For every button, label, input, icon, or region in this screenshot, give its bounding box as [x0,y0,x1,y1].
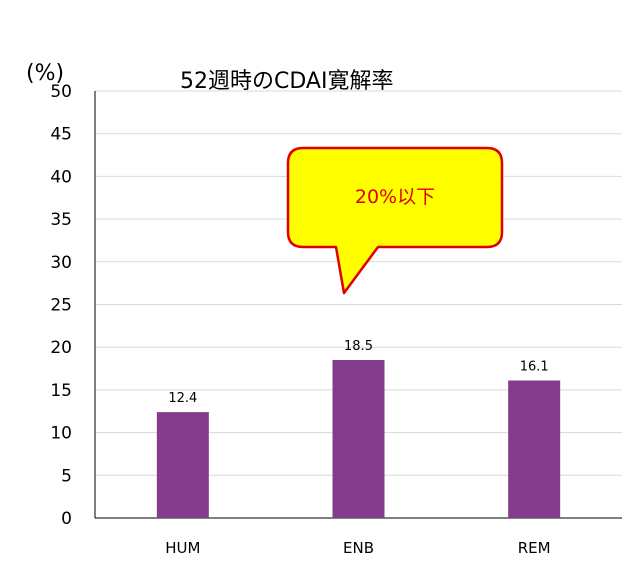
y-tick-label: 35 [50,210,72,230]
y-tick-label: 0 [61,509,72,529]
y-tick-label: 5 [61,466,72,486]
y-tick-label: 20 [50,338,72,358]
y-tick-label: 10 [50,424,72,444]
bars: 12.4 18.5 16.1 [156,339,561,518]
y-tick-label: 45 [50,125,72,145]
bar-enb [332,360,385,518]
callout: 20%以下 [286,146,504,295]
x-category-label: ENB [343,539,374,557]
data-label: 18.5 [344,339,373,354]
x-axis-categories: HUM ENB REM [165,539,550,557]
chart-title: 52週時のCDAI寛解率 [180,69,393,94]
y-tick-label: 25 [50,296,72,316]
data-label: 16.1 [520,360,549,375]
x-category-label: HUM [165,539,200,557]
callout-bubble [286,146,504,295]
y-tick-label: 15 [50,381,72,401]
y-tick-label: 40 [50,167,72,187]
bar-hum [156,412,209,518]
y-axis-unit-label: (%) [26,61,64,86]
callout-text: 20%以下 [355,186,435,208]
data-label: 12.4 [168,391,197,406]
y-tick-label: 30 [50,253,72,273]
y-tick-label: 50 [50,82,72,102]
y-axis-ticks: 0 5 10 15 20 25 30 35 40 45 50 [50,82,72,529]
x-category-label: REM [518,539,551,557]
bar-rem [508,380,561,518]
